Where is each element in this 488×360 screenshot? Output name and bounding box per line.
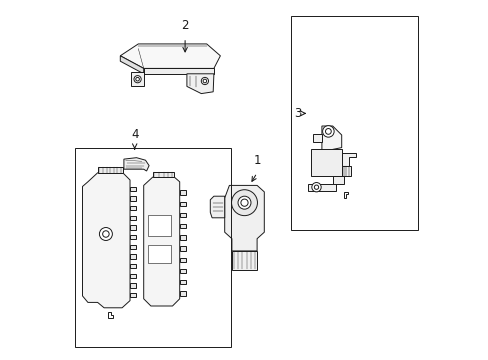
Polygon shape: [130, 255, 136, 259]
Polygon shape: [130, 293, 136, 297]
Polygon shape: [307, 184, 336, 191]
Polygon shape: [179, 280, 186, 284]
Polygon shape: [152, 172, 174, 177]
Polygon shape: [224, 185, 264, 251]
Polygon shape: [341, 153, 355, 166]
Polygon shape: [179, 224, 186, 228]
Polygon shape: [179, 202, 186, 206]
Polygon shape: [107, 312, 113, 318]
Polygon shape: [130, 187, 136, 191]
Polygon shape: [130, 245, 136, 249]
Polygon shape: [131, 72, 143, 86]
Polygon shape: [179, 269, 186, 273]
Circle shape: [99, 228, 112, 240]
Polygon shape: [179, 190, 186, 195]
Polygon shape: [179, 258, 186, 262]
Polygon shape: [310, 149, 341, 176]
Polygon shape: [179, 235, 186, 239]
Polygon shape: [82, 173, 130, 308]
Polygon shape: [130, 225, 136, 230]
Polygon shape: [179, 213, 186, 217]
Polygon shape: [321, 126, 341, 160]
Polygon shape: [123, 158, 149, 171]
Polygon shape: [130, 264, 136, 269]
Polygon shape: [179, 247, 186, 251]
Polygon shape: [312, 134, 321, 142]
Text: 1: 1: [253, 154, 260, 167]
Circle shape: [201, 77, 208, 85]
Polygon shape: [343, 192, 347, 198]
Polygon shape: [210, 196, 224, 218]
Polygon shape: [130, 216, 136, 220]
Text: 2: 2: [181, 19, 188, 32]
Text: 4: 4: [131, 128, 138, 141]
Polygon shape: [130, 206, 136, 211]
Bar: [75, 148, 231, 347]
Bar: [148, 215, 171, 236]
Polygon shape: [332, 176, 343, 184]
Polygon shape: [179, 291, 186, 296]
Polygon shape: [186, 74, 213, 94]
Circle shape: [231, 190, 257, 216]
Polygon shape: [341, 166, 350, 176]
Polygon shape: [143, 68, 213, 74]
Polygon shape: [98, 167, 122, 173]
Polygon shape: [130, 274, 136, 278]
Circle shape: [322, 126, 333, 137]
Polygon shape: [231, 251, 257, 270]
Polygon shape: [130, 197, 136, 201]
Circle shape: [311, 183, 321, 192]
Polygon shape: [120, 56, 143, 74]
Circle shape: [134, 76, 141, 83]
Polygon shape: [130, 235, 136, 239]
Text: 3: 3: [293, 107, 301, 120]
Bar: [290, 16, 418, 230]
Bar: [148, 245, 171, 263]
Polygon shape: [120, 44, 220, 68]
Polygon shape: [143, 177, 179, 306]
Polygon shape: [130, 283, 136, 288]
Circle shape: [238, 196, 250, 209]
